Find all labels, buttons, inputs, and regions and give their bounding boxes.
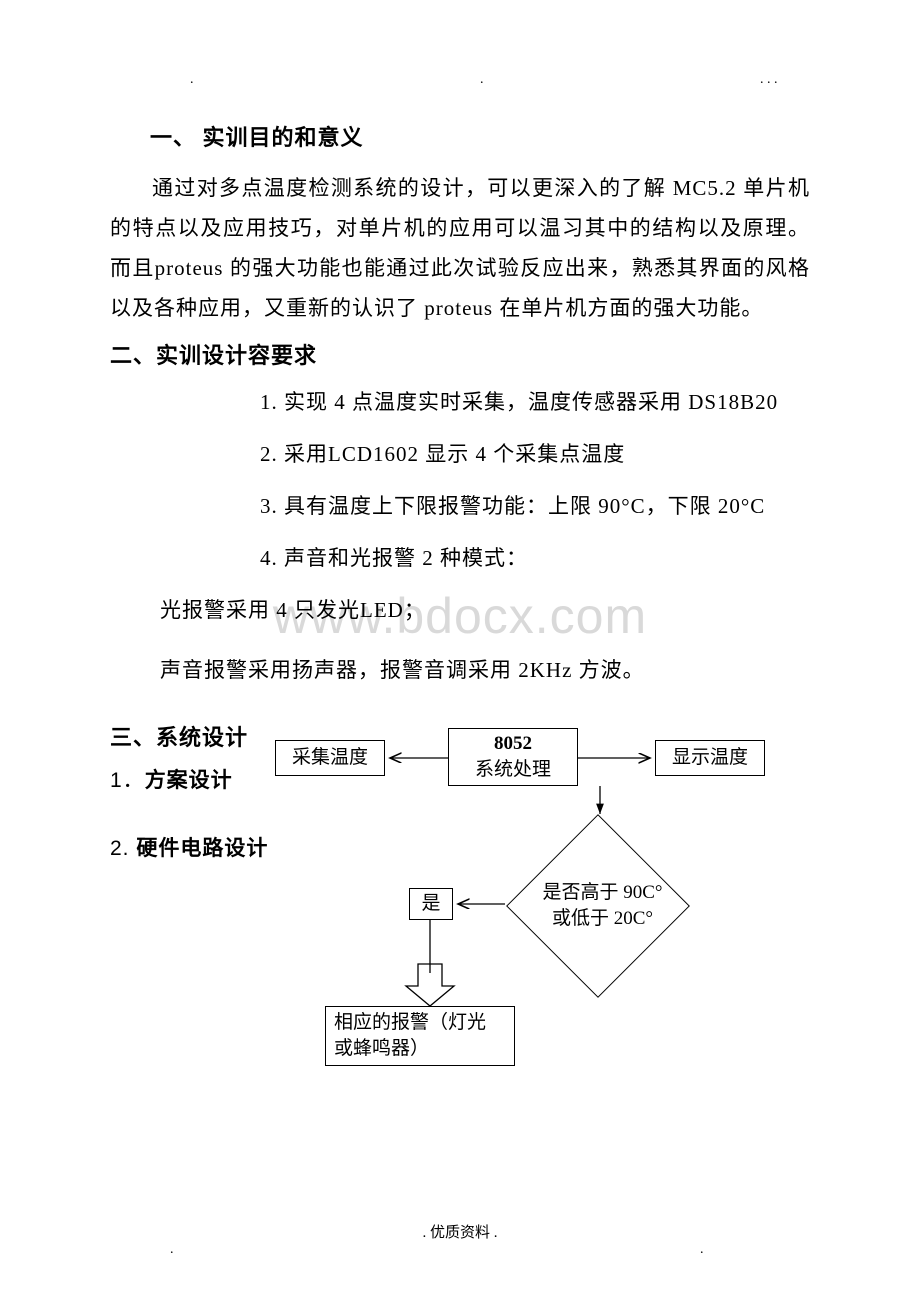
section1-paragraph: 通过对多点温度检测系统的设计，可以更深入的了解 MC5.2 单片机的特点以及应用… bbox=[110, 168, 810, 328]
requirement-sub: 声音报警采用扬声器，报警音调采用 2KHz 方波。 bbox=[160, 654, 810, 684]
dot: . bbox=[170, 1242, 174, 1258]
subsection-number: 2. bbox=[110, 837, 136, 860]
subsection-number: 1． bbox=[110, 769, 145, 792]
dot: . bbox=[700, 1242, 704, 1258]
section3-sub1: 1．方案设计 bbox=[110, 764, 810, 794]
section3-title: 三、系统设计 bbox=[110, 720, 810, 752]
requirement-item: 2. 采用LCD1602 显示 4 个采集点温度 bbox=[260, 438, 810, 468]
requirement-item: 1. 实现 4 点温度实时采集，温度传感器采用 DS18B20 bbox=[260, 386, 810, 416]
section2-title: 二、实训设计容要求 bbox=[110, 338, 810, 370]
section1-title: 一、 实训目的和意义 bbox=[150, 120, 810, 152]
subsection-text: 硬件电路设计 bbox=[136, 836, 268, 860]
requirement-item: 3. 具有温度上下限报警功能：上限 90°C，下限 20°C bbox=[260, 490, 810, 520]
page-content: 一、 实训目的和意义 通过对多点温度检测系统的设计，可以更深入的了解 MC5.2… bbox=[0, 0, 920, 922]
requirement-sub: 光报警采用 4 只发光LED； bbox=[160, 594, 810, 624]
section3-sub2: 2. 硬件电路设计 bbox=[110, 832, 810, 862]
requirement-item: 4. 声音和光报警 2 种模式： bbox=[260, 542, 810, 572]
footer-text: . 优质资料 . bbox=[0, 1221, 920, 1242]
subsection-text: 方案设计 bbox=[145, 768, 233, 792]
